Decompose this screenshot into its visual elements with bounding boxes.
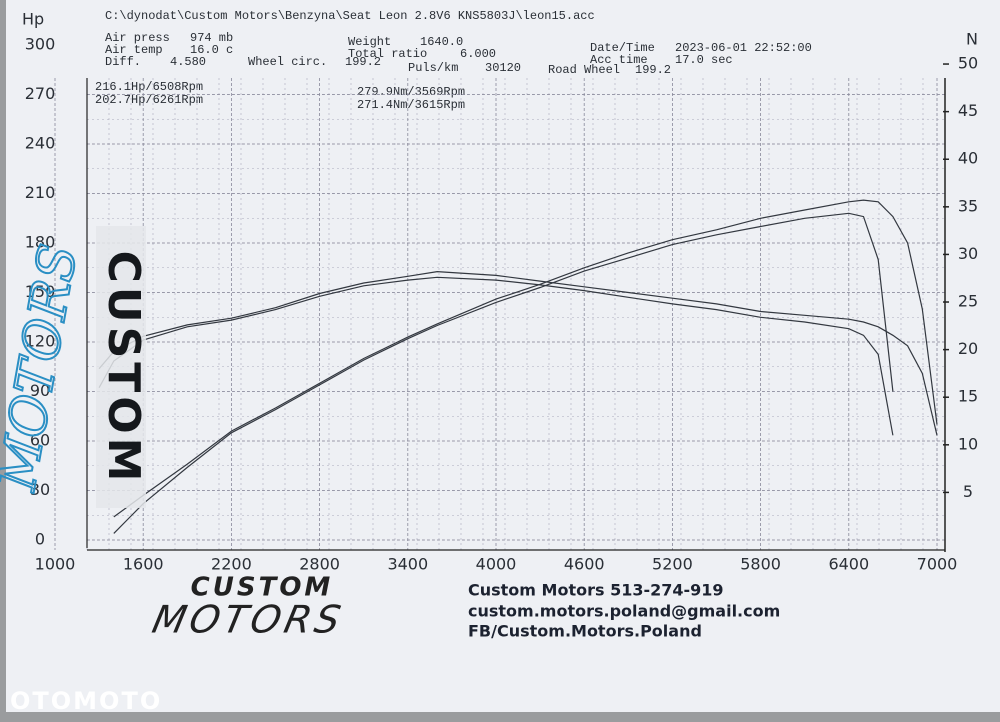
x-tick-label: 6400: [828, 555, 869, 574]
x-tick-label: 1600: [123, 555, 164, 574]
file-path: C:\dynodat\Custom Motors\Benzyna\Seat Le…: [105, 9, 595, 23]
y-tick-label: 60: [30, 431, 50, 450]
x-tick-label: 3400: [387, 555, 428, 574]
info-label: Date/Time: [590, 41, 655, 55]
peak-annotation: 202.7Hp/6261Rpm: [95, 93, 203, 107]
y-axis-label: Hp: [22, 10, 44, 29]
y2-axis-label: N: [966, 30, 978, 49]
y-tick-label: 270: [25, 84, 56, 103]
info-label: Acc time: [590, 53, 648, 67]
info-label: Total ratio: [348, 47, 427, 61]
info-value: 16.0 c: [190, 43, 233, 57]
footer-contact: Custom Motors 513-274-919: [468, 581, 724, 600]
y-tick-label: 210: [25, 183, 56, 202]
y2-tick-label: 45: [958, 101, 978, 120]
y2-tick-label: 20: [958, 339, 978, 358]
y-tick-label: 150: [25, 282, 56, 301]
info-value: 30120: [485, 61, 521, 75]
y2-tick-label: 40: [958, 149, 978, 168]
peak-annotation: 271.4Nm/3615Rpm: [357, 98, 465, 112]
y-tick-label: 240: [25, 134, 56, 153]
y2-tick-label: 5: [963, 482, 973, 501]
info-label: Weight: [348, 35, 391, 49]
y2-tick-label: 10: [958, 434, 978, 453]
x-tick-label: 4000: [476, 555, 517, 574]
x-tick-label: 1000: [35, 555, 76, 574]
peak-annotation: 279.9Nm/3569Rpm: [357, 85, 465, 99]
info-value: 4.580: [170, 55, 206, 69]
info-label: Air press: [105, 31, 170, 45]
info-value: 199.2: [345, 55, 381, 69]
paper: [6, 0, 1000, 712]
info-label: Air temp: [105, 43, 163, 57]
y2-tick-label: 30: [958, 244, 978, 263]
info-value: 974 mb: [190, 31, 233, 45]
y-tick-label: 90: [30, 381, 50, 400]
info-value: 1640.0: [420, 35, 463, 49]
x-tick-label: 2200: [211, 555, 252, 574]
y-tick-label: 0: [35, 530, 45, 549]
sticker-text: CUSTOM: [98, 251, 149, 486]
peak-annotation: 216.1Hp/6508Rpm: [95, 80, 203, 94]
y-tick-label: 120: [25, 332, 56, 351]
y2-tick-label: 25: [958, 292, 978, 311]
x-tick-label: 2800: [299, 555, 340, 574]
y-tick-label: 180: [25, 233, 56, 252]
power-curve: [113, 212, 894, 534]
y2-tick-label: 15: [958, 387, 978, 406]
footer-facebook: FB/Custom.Motors.Poland: [468, 622, 702, 641]
info-label: Puls/km: [408, 61, 458, 75]
x-tick-label: 7000: [917, 555, 958, 574]
info-value: 17.0 sec: [675, 53, 733, 67]
info-label: Road Wheel: [548, 63, 620, 77]
footer-logo-top: CUSTOM: [191, 573, 334, 603]
sticker-backing: [96, 226, 146, 508]
info-value: 6.000: [460, 47, 496, 61]
footer-logo-bottom: MOTORS: [148, 598, 348, 643]
watermark: OTOMOTO: [10, 687, 162, 715]
footer-email: custom.motors.poland@gmail.com: [468, 602, 780, 621]
info-label: Wheel circ.: [248, 55, 327, 69]
y2-tick-label: 35: [958, 196, 978, 215]
y2-tick-label: 50: [958, 54, 978, 73]
y-tick-label: 300: [25, 35, 56, 54]
x-tick-label: 5200: [652, 555, 693, 574]
info-value: 2023-06-01 22:52:00: [675, 41, 812, 55]
info-label: Diff.: [105, 55, 141, 69]
torque-curve: [98, 276, 894, 436]
torque-curve: [98, 270, 938, 436]
y-tick-label: 30: [30, 480, 50, 499]
power-curve: [113, 199, 938, 518]
x-tick-label: 4600: [564, 555, 605, 574]
x-tick-label: 5800: [740, 555, 781, 574]
info-value: 199.2: [635, 63, 671, 77]
